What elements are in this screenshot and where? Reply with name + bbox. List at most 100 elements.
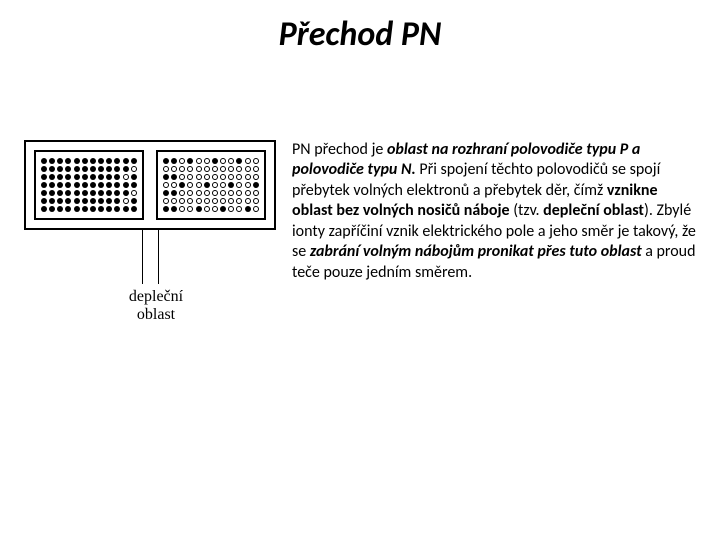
text-column: PN přechod je oblast na rozhraní polovod… <box>292 140 696 340</box>
dot-hollow-icon <box>163 198 169 204</box>
dot-filled-icon <box>114 166 120 172</box>
dot-hollow-icon <box>187 166 193 172</box>
dot-hollow-icon <box>204 198 210 204</box>
dot-filled-icon <box>114 190 120 196</box>
dot-filled-icon <box>65 166 71 172</box>
depletion-label-line2: oblast <box>137 306 175 323</box>
dot-filled-icon <box>171 206 177 212</box>
dot-filled-icon <box>57 182 63 188</box>
dot-filled-icon <box>41 198 47 204</box>
dot-hollow-icon <box>253 174 259 180</box>
dot-filled-icon <box>90 198 96 204</box>
dot-filled-icon <box>65 190 71 196</box>
dot-hollow-icon <box>196 182 202 188</box>
dot-filled-icon <box>228 182 234 188</box>
dot-filled-icon <box>41 174 47 180</box>
dot-filled-icon <box>98 158 104 164</box>
dot-filled-icon <box>114 174 120 180</box>
dot-filled-icon <box>49 166 55 172</box>
dot-hollow-icon <box>187 190 193 196</box>
dot-filled-icon <box>131 182 137 188</box>
dot-filled-icon <box>220 206 226 212</box>
n-region-dotgrid <box>163 158 259 212</box>
dot-filled-icon <box>57 166 63 172</box>
dot-filled-icon <box>196 206 202 212</box>
dot-filled-icon <box>236 158 242 164</box>
dot-filled-icon <box>163 174 169 180</box>
dot-filled-icon <box>41 158 47 164</box>
dot-filled-icon <box>57 198 63 204</box>
dot-hollow-icon <box>236 190 242 196</box>
dot-filled-icon <box>163 206 169 212</box>
dot-filled-icon <box>106 190 112 196</box>
dot-filled-icon <box>65 182 71 188</box>
dot-filled-icon <box>49 182 55 188</box>
dot-hollow-icon <box>171 166 177 172</box>
dot-filled-icon <box>65 158 71 164</box>
dot-filled-icon <box>106 182 112 188</box>
dot-filled-icon <box>41 190 47 196</box>
dot-hollow-icon <box>196 190 202 196</box>
dot-filled-icon <box>49 190 55 196</box>
dot-filled-icon <box>187 158 193 164</box>
dot-filled-icon <box>57 206 63 212</box>
dot-filled-icon <box>131 198 137 204</box>
dot-hollow-icon <box>245 198 251 204</box>
dot-filled-icon <box>98 198 104 204</box>
dot-hollow-icon <box>220 174 226 180</box>
dot-hollow-icon <box>179 198 185 204</box>
dot-hollow-icon <box>220 166 226 172</box>
dot-filled-icon <box>41 182 47 188</box>
depletion-indicator: depleční oblast <box>24 230 276 340</box>
dot-hollow-icon <box>212 198 218 204</box>
dot-hollow-icon <box>212 190 218 196</box>
n-region <box>156 150 266 220</box>
dot-hollow-icon <box>228 198 234 204</box>
dot-filled-icon <box>90 174 96 180</box>
dot-filled-icon <box>98 174 104 180</box>
dot-hollow-icon <box>220 190 226 196</box>
dot-hollow-icon <box>253 190 259 196</box>
dot-hollow-icon <box>228 166 234 172</box>
dot-hollow-icon <box>228 174 234 180</box>
dot-hollow-icon <box>253 158 259 164</box>
dot-filled-icon <box>82 166 88 172</box>
dot-filled-icon <box>114 182 120 188</box>
slide: Přechod PN depleční oblast <box>0 0 720 540</box>
dot-filled-icon <box>49 198 55 204</box>
dot-hollow-icon <box>245 166 251 172</box>
dot-filled-icon <box>212 158 218 164</box>
dot-filled-icon <box>114 158 120 164</box>
dot-filled-icon <box>57 174 63 180</box>
dot-hollow-icon <box>236 198 242 204</box>
dot-hollow-icon <box>179 166 185 172</box>
dot-hollow-icon <box>171 198 177 204</box>
dot-hollow-icon <box>187 206 193 212</box>
dot-filled-icon <box>57 158 63 164</box>
dot-hollow-icon <box>187 174 193 180</box>
p-region <box>34 150 144 220</box>
dot-hollow-icon <box>204 190 210 196</box>
dot-filled-icon <box>114 206 120 212</box>
dot-filled-icon <box>65 198 71 204</box>
dot-filled-icon <box>98 206 104 212</box>
dot-hollow-icon <box>196 198 202 204</box>
dot-filled-icon <box>131 206 137 212</box>
dot-filled-icon <box>106 174 112 180</box>
dot-hollow-icon <box>204 166 210 172</box>
dot-filled-icon <box>131 158 137 164</box>
text-run: PN přechod je <box>292 140 387 159</box>
dot-filled-icon <box>41 166 47 172</box>
dot-filled-icon <box>74 174 80 180</box>
dot-hollow-icon <box>187 182 193 188</box>
depletion-label-line1: depleční <box>129 288 183 305</box>
dot-filled-icon <box>106 206 112 212</box>
dot-hollow-icon <box>212 182 218 188</box>
dot-filled-icon <box>82 158 88 164</box>
dot-filled-icon <box>245 206 251 212</box>
dot-hollow-icon <box>245 174 251 180</box>
dot-hollow-icon <box>236 206 242 212</box>
dot-filled-icon <box>90 190 96 196</box>
dot-hollow-icon <box>131 190 137 196</box>
dot-hollow-icon <box>123 198 129 204</box>
